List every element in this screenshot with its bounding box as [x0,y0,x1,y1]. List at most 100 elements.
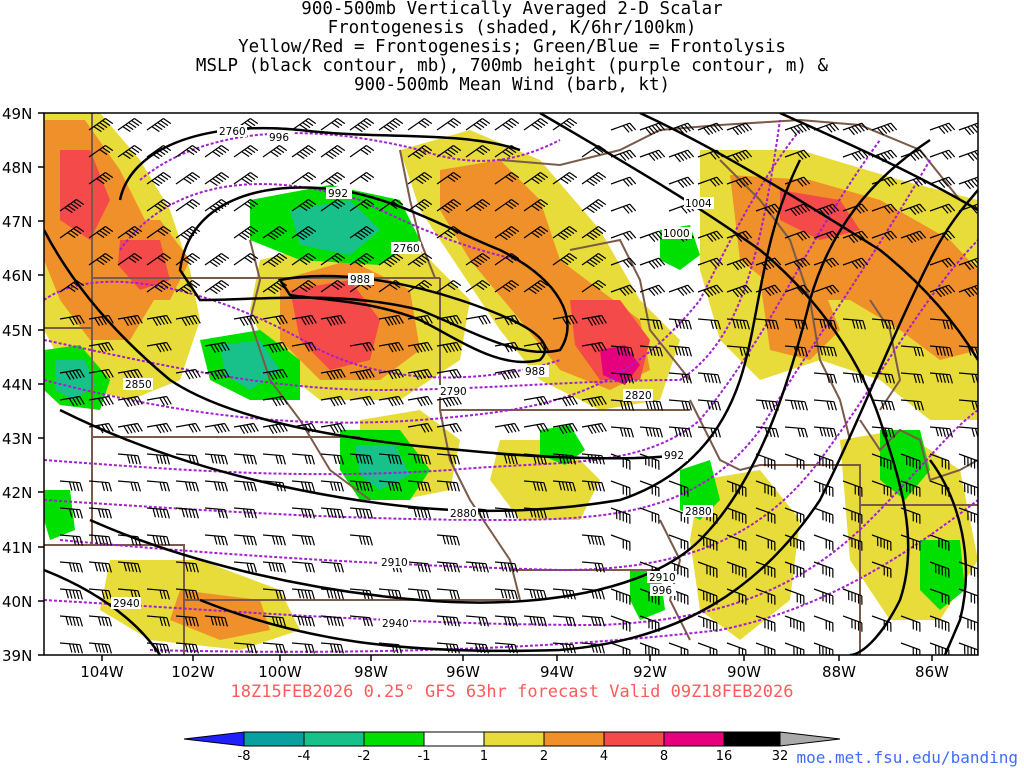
wind-barb [320,615,344,627]
colorbar-segment [243,731,305,747]
colorbar-segment [363,731,425,747]
wind-barb [581,199,607,214]
wind-barb [668,507,689,524]
mslp-contour [89,138,931,604]
wind-barb [320,368,346,381]
wind-barb [871,318,895,330]
wind-barb [175,199,201,212]
wind-barb [146,422,172,434]
wind-barb [813,426,837,438]
wind-barb [813,588,834,605]
wind-barb [755,426,779,438]
wind-barb [842,534,863,551]
wind-barb [958,615,978,632]
wind-barb [175,453,199,465]
wind-barb [668,284,695,296]
wind-barb [349,172,375,185]
colorbar-tick: 16 [716,749,733,764]
wind-barb [407,561,431,573]
lat-label: 49N [2,105,32,123]
wind-barb [378,341,404,353]
border-line [859,419,978,482]
wind-barb [291,145,317,160]
wind-barb [320,199,346,212]
wind-barb [436,314,462,326]
mslp-label: 992 [326,187,352,200]
wind-barb [929,642,950,655]
wind-barb [407,588,431,600]
wind-barb [552,314,578,326]
wind-barb [697,534,718,551]
wind-barb [581,226,607,241]
teal-area-nd [290,200,380,255]
wind-barb [494,118,520,131]
wind-barb [813,615,834,632]
wind-barb [668,426,692,438]
wind-barb [784,588,805,605]
wind-barb [871,615,892,632]
wind-barb [175,253,201,266]
wind-barb [610,176,637,187]
wind-barb [291,280,317,293]
wind-barb [697,257,724,268]
wind-barb [436,561,460,573]
wind-barb [262,341,288,354]
wind-barb [581,280,607,293]
wind-barb [784,318,808,330]
wind-barb [146,642,170,654]
mslp-contour [539,113,910,655]
wind-barb [233,642,257,654]
wind-barb [668,480,689,497]
lon-label: 92W [633,663,667,681]
wind-barb [494,453,518,465]
svg-text:2940: 2940 [382,618,409,630]
wind-barb [813,345,837,357]
wind-barb [871,230,898,241]
lon-label: 98W [354,663,388,681]
wind-barb [871,176,898,187]
wind-barb [262,480,286,492]
wind-barb [262,280,288,295]
wind-barb [813,480,834,497]
green-area-mo [540,425,585,465]
wind-barb [291,422,317,433]
wind-barb [291,588,315,600]
border-line [248,239,371,501]
wind-barb [88,368,114,379]
wind-barb [291,561,315,573]
lat-label: 45N [2,322,32,340]
wind-barb [175,561,199,573]
colorbar-ticks: -8 -4 -2 -1 1 2 4 8 16 32 [238,749,789,764]
title-line-4: MSLP (black contour, mb), 700mb height (… [195,56,829,76]
wind-barb [610,149,637,161]
lat-label: 40N [2,593,32,611]
wind-barb [407,368,433,381]
wind-barb [755,642,776,655]
wind-barb [784,561,805,578]
wind-barb [146,480,170,492]
wind-barb [117,561,141,573]
colorbar-tick: 8 [660,749,668,764]
wind-barb [958,372,978,384]
wind-barb [958,642,978,655]
contour-labels: 996 992 988 988 992 996 1000 1004 2760 2… [111,125,714,630]
wind-barb [871,203,898,214]
lat-label: 39N [2,647,32,665]
height-label: 2760 [391,242,421,255]
wind-barb [523,422,549,433]
wind-barb [813,507,834,524]
wind-barb [639,122,666,136]
wind-barb [262,422,288,435]
wind-barb [349,226,375,241]
wind-barb [262,615,286,627]
wind-barb [900,345,924,357]
wind-barb [291,480,315,492]
wind-barb [784,122,811,136]
lon-label: 96W [446,663,480,681]
wind-barb [900,372,924,384]
wind-barb [175,314,201,327]
wind-barb [958,203,978,214]
wind-barb [581,422,607,435]
wind-barb [349,534,373,546]
wind-barb [581,615,605,627]
